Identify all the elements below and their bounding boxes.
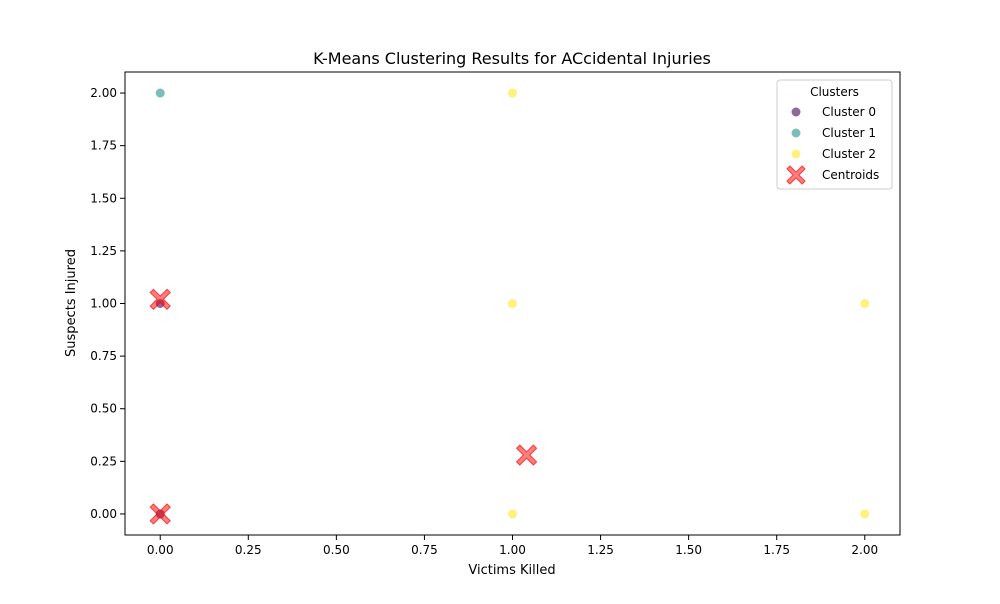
legend-label: Centroids — [822, 168, 879, 182]
x-tick-label: 0.25 — [235, 543, 262, 557]
plot-area: 0.00 0.25 0.50 0.75 1.00 1.25 1.50 1.75 2.00 0.00… — [90, 71, 901, 557]
legend-box — [776, 79, 893, 190]
legend-marker-cluster-2 — [791, 149, 801, 159]
y-tick-label: 1.75 — [90, 139, 117, 153]
legend-marker-centroids — [786, 165, 806, 185]
x-tick-label: 1.25 — [587, 543, 614, 557]
data-point-cluster-2 — [508, 88, 517, 98]
y-tick-label: 1.50 — [90, 191, 117, 205]
legend-label: Cluster 1 — [822, 126, 876, 140]
legend-marker-cluster-1 — [791, 128, 801, 138]
chart-title: K-Means Clustering Results for ACcidenta… — [313, 49, 711, 68]
y-tick-label: 0.00 — [90, 507, 117, 521]
legend-label: Cluster 2 — [822, 147, 876, 161]
centroid-marker — [149, 288, 171, 310]
legend-title: Clusters — [810, 85, 859, 99]
x-tick-label: 0.75 — [411, 543, 438, 557]
data-point-cluster-2 — [860, 299, 870, 308]
data-point-cluster-2 — [508, 299, 517, 308]
y-tick-label: 0.50 — [90, 402, 117, 416]
data-point-cluster-2 — [508, 509, 517, 519]
y-tick-label: 0.25 — [90, 454, 117, 468]
legend-marker-cluster-0 — [791, 107, 801, 117]
data-point-cluster-1 — [155, 88, 165, 98]
y-axis-label: Suspects Injured — [64, 249, 79, 357]
y-tick-label: 1.25 — [90, 244, 117, 258]
y-tick-label: 2.00 — [90, 86, 117, 100]
y-tick-label: 1.00 — [90, 297, 117, 311]
x-tick-label: 1.00 — [499, 543, 526, 557]
data-point-cluster-2 — [860, 509, 870, 519]
x-tick-label: 0.00 — [147, 543, 174, 557]
centroid-marker — [149, 503, 171, 525]
x-tick-label: 0.50 — [323, 543, 350, 557]
x-tick-label: 2.00 — [851, 543, 878, 557]
x-tick-label: 1.50 — [675, 543, 702, 557]
legend-label: Cluster 0 — [822, 105, 876, 119]
x-axis-label: Victims Killed — [468, 563, 555, 578]
x-tick-label: 1.75 — [763, 543, 790, 557]
y-tick-label: 0.75 — [90, 349, 117, 363]
legend: Clusters Cluster 0 Cluster 1 Cluster 2 Centr… — [776, 79, 893, 190]
centroid-marker — [515, 444, 538, 466]
